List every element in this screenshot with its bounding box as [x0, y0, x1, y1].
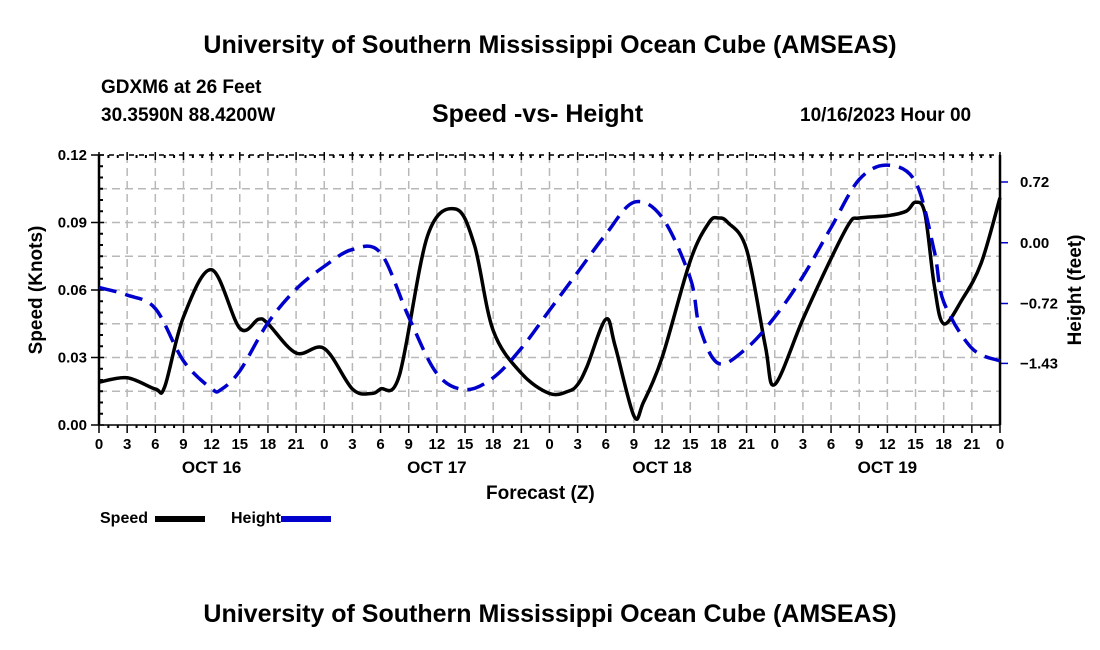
x-tick-label: 12 — [203, 436, 220, 453]
legend-speed-swatch — [155, 515, 206, 522]
x-tick-label: 3 — [123, 436, 131, 453]
x-tick-label: 21 — [738, 436, 755, 453]
series-height-line — [98, 163, 1001, 394]
y-tick-label: 0.06 — [58, 282, 87, 299]
legend-height-label: Height — [231, 510, 281, 527]
x-tick-label: 15 — [682, 436, 699, 453]
y2-axis-label: Height (feet) — [1065, 234, 1086, 346]
x-tick-label: 18 — [260, 436, 277, 453]
tick-labels: 0 3 6 9 12 15 18 21 0 3 6 9 12 15 18 21 0 3 6 9 12 15 18 21 0 3 6 9… — [58, 147, 1058, 477]
y-tick-label: 0.12 — [58, 147, 87, 164]
x-tick-label: 18 — [710, 436, 727, 453]
x-tick-label: 21 — [964, 436, 981, 453]
chart-subtitle: Speed -vs- Height — [432, 100, 644, 128]
x-tick-label: 18 — [485, 436, 502, 453]
x-tick-label: 6 — [827, 436, 835, 453]
x-tick-label: 6 — [151, 436, 159, 453]
x-tick-label: 0 — [996, 436, 1004, 453]
footer-title: University of Southern Mississippi Ocean… — [203, 600, 897, 628]
x-tick-label: 3 — [348, 436, 356, 453]
y-tick-label: 0.00 — [58, 417, 87, 434]
x-tick-label: 15 — [231, 436, 248, 453]
x-tick-label: 3 — [799, 436, 807, 453]
legend-height-swatch — [280, 515, 331, 522]
station-label: GDXM6 at 26 Feet — [101, 77, 262, 98]
datetime-label: 10/16/2023 Hour 00 — [800, 105, 972, 126]
y-axis-label: Speed (Knots) — [26, 225, 47, 355]
y-tick-label: 0.09 — [58, 215, 87, 232]
x-tick-label: 0 — [320, 436, 328, 453]
x-tick-label: 21 — [513, 436, 530, 453]
x-tick-label: 9 — [179, 436, 187, 453]
x-tick-label: 12 — [654, 436, 671, 453]
x-tick-label: 9 — [630, 436, 638, 453]
x-tick-label: 0 — [545, 436, 553, 453]
legend-speed: Speed — [100, 510, 206, 528]
x-tick-label: 0 — [95, 436, 103, 453]
day-label: OCT 18 — [632, 458, 692, 477]
x-tick-label: 15 — [457, 436, 474, 453]
day-label: OCT 16 — [182, 458, 242, 477]
y2-tick-label: 0.00 — [1020, 235, 1049, 252]
x-tick-label: 12 — [429, 436, 446, 453]
grid — [99, 155, 1000, 425]
location-label: 30.3590N 88.4200W — [101, 105, 276, 126]
main-title: University of Southern Mississippi Ocean… — [203, 31, 897, 59]
y-tick-label: 0.03 — [58, 350, 87, 367]
x-tick-label: 6 — [376, 436, 384, 453]
x-tick-label: 18 — [935, 436, 952, 453]
y2-tick-label: −0.72 — [1020, 296, 1058, 313]
x-tick-label: 0 — [771, 436, 779, 453]
x-axis-label: Forecast (Z) — [486, 483, 595, 504]
x-tick-label: 6 — [602, 436, 610, 453]
series-lines — [98, 163, 1002, 421]
x-tick-label: 12 — [879, 436, 896, 453]
y2-tick-label: 0.72 — [1020, 174, 1049, 191]
day-label: OCT 17 — [407, 458, 467, 477]
x-tick-label: 9 — [855, 436, 863, 453]
x-tick-label: 9 — [405, 436, 413, 453]
x-tick-label: 3 — [573, 436, 581, 453]
x-tick-label: 15 — [907, 436, 924, 453]
day-label: OCT 19 — [858, 458, 918, 477]
legend-height: Height — [231, 510, 331, 528]
y2-tick-label: −1.43 — [1020, 355, 1058, 372]
legend-speed-label: Speed — [100, 510, 149, 527]
x-tick-label: 21 — [288, 436, 305, 453]
